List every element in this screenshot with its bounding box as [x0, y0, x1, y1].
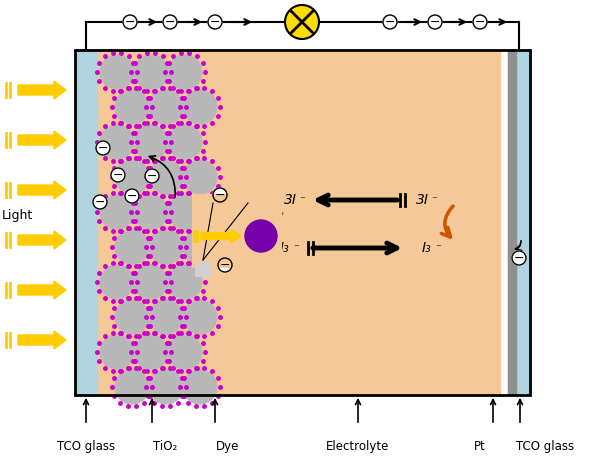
Circle shape: [218, 258, 232, 272]
Circle shape: [145, 169, 159, 183]
FancyArrow shape: [18, 231, 66, 249]
FancyArrow shape: [18, 181, 66, 199]
Circle shape: [473, 15, 487, 29]
Circle shape: [149, 300, 183, 334]
Text: I₃: I₃: [280, 241, 290, 255]
Circle shape: [100, 125, 134, 159]
Circle shape: [512, 251, 526, 265]
Circle shape: [100, 55, 134, 89]
Circle shape: [93, 195, 107, 209]
Circle shape: [134, 335, 168, 369]
Circle shape: [123, 15, 137, 29]
Circle shape: [115, 370, 149, 404]
Text: −: −: [127, 190, 137, 202]
Circle shape: [168, 55, 202, 89]
Text: Electrolyte: Electrolyte: [326, 440, 389, 453]
Circle shape: [213, 188, 227, 202]
Text: Dye: Dye: [217, 440, 239, 453]
Circle shape: [428, 15, 442, 29]
Circle shape: [134, 55, 168, 89]
Circle shape: [115, 230, 149, 264]
Circle shape: [149, 230, 183, 264]
Text: −: −: [125, 16, 135, 28]
Text: −: −: [210, 16, 220, 28]
Text: ⁻: ⁻: [293, 243, 299, 253]
FancyArrow shape: [18, 331, 66, 349]
Circle shape: [115, 300, 149, 334]
Text: −: −: [215, 189, 225, 202]
Circle shape: [245, 220, 277, 252]
Text: −: −: [475, 16, 485, 28]
Bar: [97, 50, 500, 395]
Text: TCO glass: TCO glass: [516, 440, 574, 453]
Circle shape: [183, 160, 217, 194]
Circle shape: [183, 300, 217, 334]
Circle shape: [208, 15, 222, 29]
Bar: [75, 50, 530, 395]
Text: −: −: [165, 16, 175, 28]
Text: Light: Light: [2, 208, 33, 222]
Circle shape: [96, 141, 110, 155]
Circle shape: [168, 195, 202, 229]
Circle shape: [115, 90, 149, 124]
Circle shape: [183, 370, 217, 404]
Text: TiO₂: TiO₂: [153, 440, 177, 453]
FancyArrow shape: [18, 81, 66, 99]
Circle shape: [168, 265, 202, 299]
Text: ⁻: ⁻: [435, 243, 441, 253]
Text: I₃: I₃: [422, 241, 432, 255]
Circle shape: [183, 90, 217, 124]
Text: −: −: [95, 196, 105, 208]
Circle shape: [383, 15, 397, 29]
Circle shape: [115, 160, 149, 194]
Text: 3I: 3I: [415, 193, 428, 207]
Text: −: −: [514, 251, 524, 265]
FancyArrow shape: [18, 131, 66, 149]
Bar: [195, 262, 211, 276]
Text: ⁻: ⁻: [431, 195, 437, 205]
Circle shape: [168, 125, 202, 159]
Circle shape: [100, 195, 134, 229]
Circle shape: [134, 195, 168, 229]
Circle shape: [149, 370, 183, 404]
FancyArrow shape: [18, 281, 66, 299]
Text: 3I: 3I: [284, 193, 296, 207]
Bar: [193, 195, 281, 267]
Circle shape: [168, 335, 202, 369]
Circle shape: [134, 125, 168, 159]
FancyArrow shape: [201, 229, 241, 242]
Text: −: −: [430, 16, 440, 28]
Bar: [508, 50, 530, 395]
Text: −: −: [113, 169, 123, 181]
Circle shape: [134, 265, 168, 299]
Text: ⁻: ⁻: [299, 195, 305, 205]
Text: −: −: [385, 16, 395, 28]
Circle shape: [111, 168, 125, 182]
Circle shape: [183, 230, 217, 264]
Bar: [508, 50, 516, 395]
Circle shape: [149, 160, 183, 194]
Circle shape: [100, 335, 134, 369]
Circle shape: [285, 5, 319, 39]
Text: −: −: [98, 142, 108, 154]
Text: −: −: [147, 169, 157, 182]
Circle shape: [100, 265, 134, 299]
Bar: [75, 50, 97, 395]
Text: Pt: Pt: [474, 440, 486, 453]
Text: −: −: [220, 258, 230, 272]
Text: TCO glass: TCO glass: [57, 440, 115, 453]
Circle shape: [149, 90, 183, 124]
Circle shape: [125, 189, 139, 203]
Circle shape: [163, 15, 177, 29]
